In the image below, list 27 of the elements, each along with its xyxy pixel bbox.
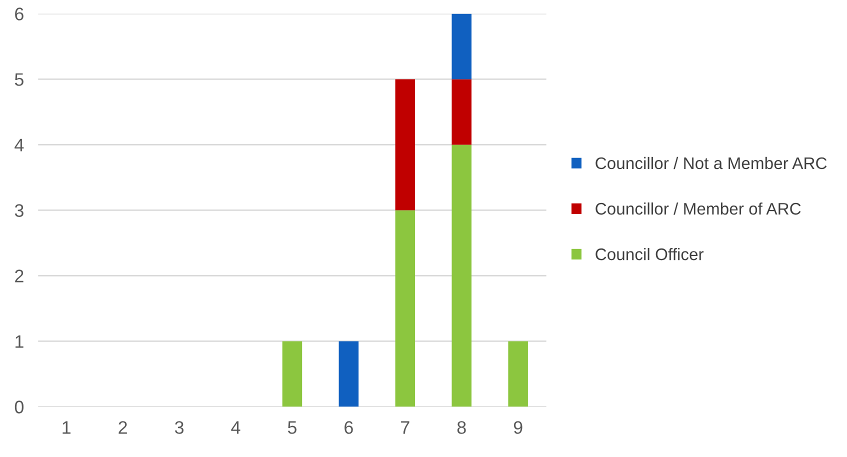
x-tick-label: 6	[344, 421, 353, 434]
bar	[395, 210, 416, 407]
bar	[395, 79, 416, 210]
bar	[452, 14, 472, 80]
x-tick-label: 3	[174, 421, 184, 434]
y-tick-label: 1	[16, 335, 24, 348]
y-tick-label: 5	[14, 73, 24, 86]
y-tick-label: 3	[14, 204, 24, 217]
legend-label: Councillor / Not a Member ARC	[596, 156, 827, 170]
x-tick-label: 2	[118, 421, 127, 434]
y-tick-label: 6	[15, 8, 24, 20]
legend-label: Council Officer	[596, 248, 704, 260]
bar	[452, 144, 472, 407]
x-tick-label: 9	[514, 421, 522, 434]
x-tick-label: 4	[231, 421, 240, 434]
x-tick-label: 1	[62, 421, 70, 434]
bar	[452, 79, 472, 145]
x-tick-label: 8	[457, 421, 466, 434]
y-tick-label: 2	[15, 270, 24, 282]
bar	[508, 341, 528, 407]
legend-label: Councillor / Member of ARC	[596, 202, 801, 215]
x-tick-label: 5	[288, 421, 296, 434]
y-tick-label: 0	[14, 400, 24, 414]
y-tick-label: 4	[14, 138, 24, 152]
x-tick-label: 7	[401, 421, 410, 434]
bar	[282, 341, 302, 407]
bar	[338, 341, 359, 407]
